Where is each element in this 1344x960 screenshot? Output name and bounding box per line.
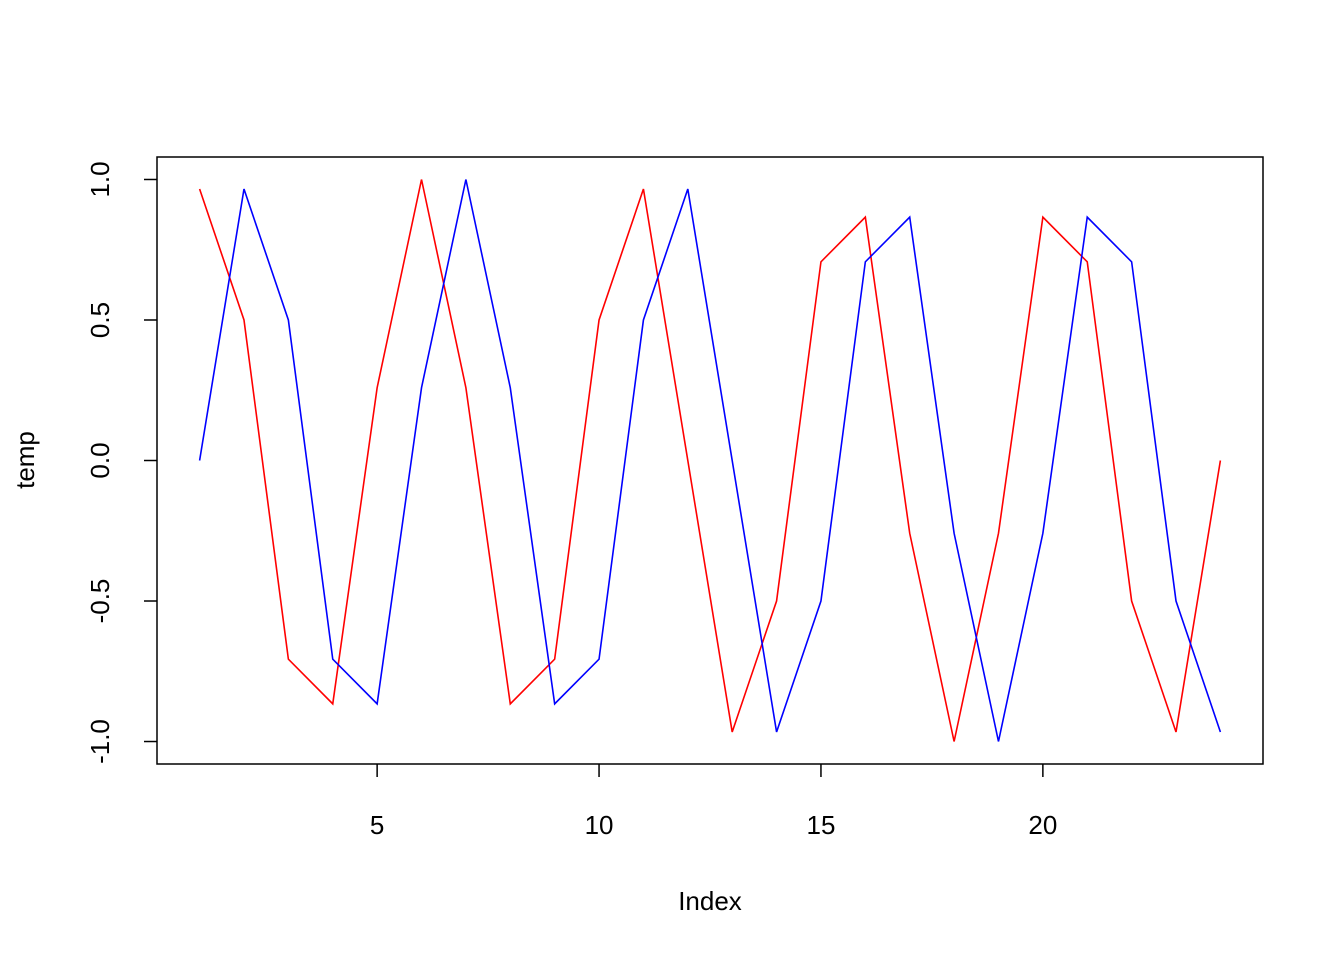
x-axis: 5 10 15 20 xyxy=(370,764,1057,840)
y-tick-label: -0.5 xyxy=(85,579,115,624)
series-layer xyxy=(198,179,1222,742)
x-tick-label: 15 xyxy=(806,810,835,840)
x-tick-label: 5 xyxy=(370,810,384,840)
y-tick-label: 0.5 xyxy=(85,302,115,338)
y-tick-label: 1.0 xyxy=(85,161,115,197)
y-tick-label: 0.0 xyxy=(85,442,115,478)
x-tick-label: 10 xyxy=(585,810,614,840)
y-axis: -1.0 -0.5 0.0 0.5 1.0 xyxy=(85,161,157,764)
series-line-2 xyxy=(198,179,1222,742)
x-tick-label: 20 xyxy=(1028,810,1057,840)
series-line-1 xyxy=(198,179,1222,742)
x-axis-title: Index xyxy=(678,886,742,916)
y-axis-title: temp xyxy=(10,431,40,489)
y-tick-label: -1.0 xyxy=(85,719,115,764)
plot-frame xyxy=(156,156,1264,765)
